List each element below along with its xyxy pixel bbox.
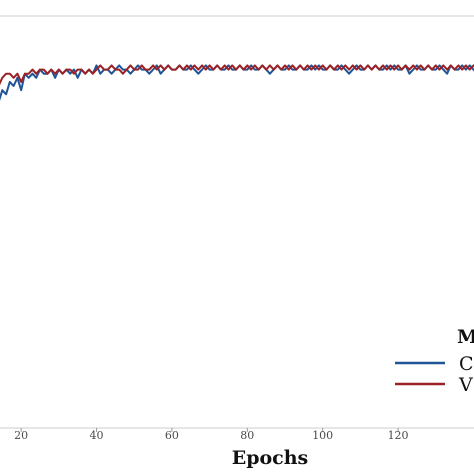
- x-tick-label: 120: [388, 429, 409, 442]
- legend: M C V: [395, 326, 474, 396]
- x-tick-label: 100: [312, 429, 333, 442]
- series-line-v: [0, 64, 474, 86]
- legend-label-v: V: [458, 374, 473, 396]
- x-axis-title: Epochs: [232, 447, 309, 469]
- series-lines: [0, 64, 474, 102]
- x-tick-label: 60: [165, 429, 179, 442]
- x-ticks: 20 40 60 80 100 120: [14, 428, 409, 442]
- x-tick-label: 80: [240, 429, 254, 442]
- legend-label-c: C: [459, 353, 474, 375]
- legend-title: M: [457, 326, 474, 348]
- x-tick-label: 40: [90, 429, 104, 442]
- plot-frame: [0, 15, 474, 429]
- x-tick-label: 20: [14, 429, 28, 442]
